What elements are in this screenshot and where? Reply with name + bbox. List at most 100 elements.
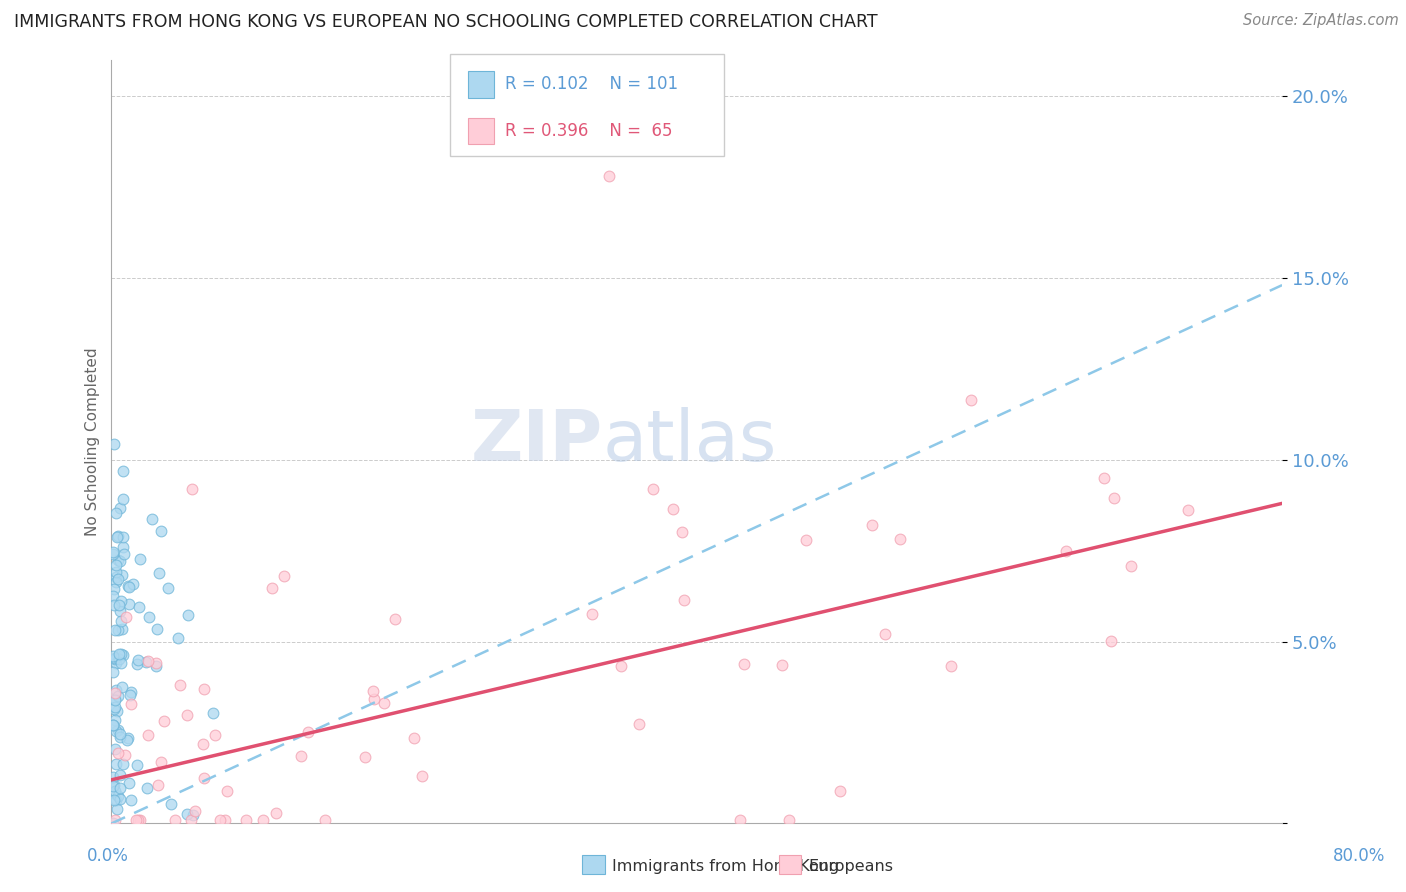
Point bbox=[111, 491, 134, 506]
Point bbox=[598, 169, 620, 183]
Point bbox=[104, 652, 127, 666]
Point bbox=[145, 658, 167, 673]
Point bbox=[361, 683, 384, 698]
Point bbox=[101, 779, 124, 793]
Text: R = 0.396    N =  65: R = 0.396 N = 65 bbox=[505, 122, 672, 140]
Point bbox=[778, 813, 800, 827]
Point bbox=[101, 718, 124, 732]
Point bbox=[122, 577, 145, 591]
Y-axis label: No Schooling Completed: No Schooling Completed bbox=[86, 347, 100, 536]
Point bbox=[146, 778, 169, 792]
Point bbox=[104, 691, 127, 706]
Point bbox=[1101, 633, 1123, 648]
Point bbox=[108, 768, 131, 782]
Point bbox=[960, 393, 983, 408]
Point bbox=[111, 623, 134, 637]
Point bbox=[135, 656, 157, 670]
Point bbox=[110, 594, 132, 608]
Point bbox=[941, 659, 963, 673]
Point bbox=[101, 815, 124, 830]
Point bbox=[148, 566, 170, 581]
Point bbox=[193, 682, 215, 697]
Point bbox=[127, 813, 149, 827]
Point bbox=[373, 696, 395, 710]
Point bbox=[101, 547, 124, 561]
Point bbox=[101, 718, 124, 732]
Point bbox=[105, 565, 128, 579]
Point bbox=[104, 700, 127, 714]
Point bbox=[160, 797, 183, 811]
Point bbox=[111, 541, 134, 555]
Point bbox=[104, 714, 127, 728]
Point bbox=[128, 813, 150, 827]
Point bbox=[1054, 543, 1077, 558]
Point bbox=[105, 570, 128, 584]
Point bbox=[673, 593, 696, 607]
Point bbox=[105, 558, 128, 573]
Point bbox=[103, 598, 125, 612]
Point bbox=[402, 731, 425, 745]
Point bbox=[889, 532, 911, 546]
Point bbox=[107, 529, 129, 543]
Point bbox=[180, 813, 202, 827]
Point bbox=[627, 717, 650, 731]
Point bbox=[828, 784, 851, 798]
Point bbox=[662, 502, 685, 516]
Point bbox=[127, 757, 149, 772]
Point bbox=[111, 681, 134, 695]
Point bbox=[120, 793, 142, 807]
Point bbox=[150, 524, 173, 538]
Point bbox=[101, 545, 124, 559]
Point bbox=[384, 611, 406, 625]
Point bbox=[118, 776, 141, 790]
Point bbox=[105, 756, 128, 771]
Point bbox=[177, 607, 200, 622]
Point bbox=[181, 808, 204, 822]
Point bbox=[1104, 491, 1126, 505]
Text: 0.0%: 0.0% bbox=[87, 847, 129, 864]
Point bbox=[138, 654, 160, 668]
Point bbox=[125, 657, 148, 671]
Point bbox=[101, 589, 124, 603]
Point bbox=[105, 683, 128, 698]
Point bbox=[193, 771, 215, 785]
Point bbox=[107, 789, 129, 804]
Point bbox=[104, 623, 127, 637]
Point bbox=[114, 747, 136, 762]
Point bbox=[105, 793, 128, 807]
Point bbox=[103, 793, 125, 807]
Point bbox=[103, 813, 125, 827]
Point bbox=[411, 769, 433, 783]
Point bbox=[1177, 502, 1199, 516]
Text: 80.0%: 80.0% bbox=[1333, 847, 1385, 864]
Text: ZIP: ZIP bbox=[471, 407, 603, 476]
Point bbox=[202, 706, 225, 721]
Point bbox=[136, 728, 159, 742]
Point bbox=[146, 622, 169, 636]
Point bbox=[610, 659, 633, 673]
Point bbox=[118, 597, 141, 611]
Point bbox=[105, 506, 128, 520]
Point bbox=[103, 702, 125, 716]
Point bbox=[104, 784, 127, 798]
Point bbox=[860, 518, 883, 533]
Point bbox=[141, 512, 163, 526]
Point bbox=[149, 755, 172, 769]
Point bbox=[111, 464, 134, 478]
Point bbox=[176, 708, 198, 723]
Point bbox=[111, 530, 134, 544]
Point bbox=[117, 731, 139, 746]
Point bbox=[112, 547, 135, 561]
Point bbox=[153, 714, 176, 728]
Point bbox=[105, 802, 128, 816]
Point bbox=[108, 727, 131, 741]
Point bbox=[264, 805, 287, 820]
Point bbox=[108, 730, 131, 744]
Point bbox=[363, 692, 385, 706]
Point bbox=[104, 724, 127, 739]
Point bbox=[111, 756, 134, 771]
Point bbox=[641, 482, 664, 496]
Point bbox=[297, 725, 319, 739]
Point bbox=[108, 647, 131, 661]
Point bbox=[103, 686, 125, 700]
